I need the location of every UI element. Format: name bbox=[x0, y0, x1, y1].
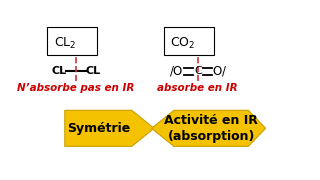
Text: CL$_2$: CL$_2$ bbox=[54, 36, 76, 51]
Text: $\mathit{/}$O: $\mathit{/}$O bbox=[169, 64, 184, 78]
Text: CO$_2$: CO$_2$ bbox=[170, 36, 196, 51]
FancyBboxPatch shape bbox=[164, 27, 214, 55]
Text: CL: CL bbox=[86, 66, 101, 76]
FancyBboxPatch shape bbox=[47, 27, 97, 55]
Text: Symétrie: Symétrie bbox=[67, 122, 130, 135]
Polygon shape bbox=[65, 110, 154, 146]
Text: Activité en IR
(absorption): Activité en IR (absorption) bbox=[164, 114, 258, 143]
Text: C: C bbox=[194, 66, 202, 76]
Text: absorbe en IR: absorbe en IR bbox=[157, 83, 238, 93]
Polygon shape bbox=[152, 110, 266, 146]
Text: CL: CL bbox=[51, 66, 66, 76]
Text: O$\mathit{/}$: O$\mathit{/}$ bbox=[212, 64, 228, 78]
Text: N’absorbe pas en IR: N’absorbe pas en IR bbox=[17, 83, 135, 93]
